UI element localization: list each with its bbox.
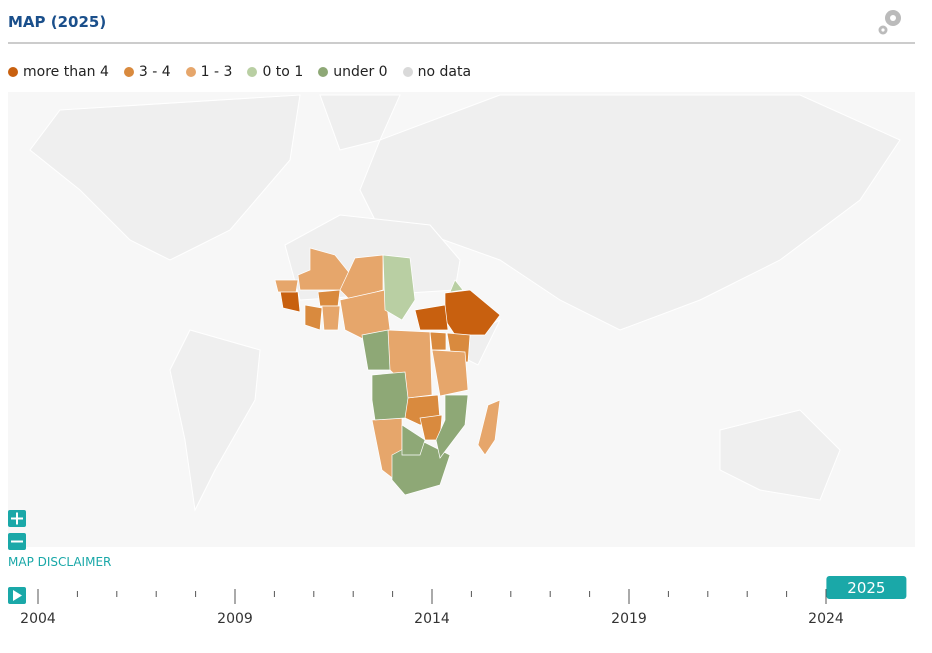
legend-label: 3 - 4: [138, 64, 171, 80]
country[interactable]: [477, 399, 501, 456]
legend-dot: [8, 67, 18, 77]
timeline-label[interactable]: 2009: [217, 611, 253, 627]
legend-dot: [123, 67, 134, 77]
legend-label: under 0: [333, 64, 388, 80]
legend-item[interactable]: more than 4: [8, 64, 109, 80]
timeline-label[interactable]: 2024: [808, 611, 844, 627]
country[interactable]: [414, 304, 449, 331]
legend-label: more than 4: [23, 64, 109, 80]
legend-dot: [185, 67, 196, 77]
title: MAP (2025): [8, 13, 106, 31]
country[interactable]: [361, 329, 391, 371]
country[interactable]: [297, 247, 356, 291]
country[interactable]: [371, 371, 409, 421]
legend: more than 4 3 - 4 1 - 3 0 to 1 under 0 no dat…: [8, 64, 486, 80]
country[interactable]: [321, 305, 341, 331]
timeline-label[interactable]: 2004: [20, 611, 56, 627]
legend-dot: [402, 67, 413, 77]
legend-item[interactable]: 0 to 1: [247, 64, 303, 80]
country[interactable]: [382, 254, 416, 321]
legend-item[interactable]: under 0: [318, 64, 388, 80]
timeline-label[interactable]: 2019: [611, 611, 647, 627]
legend-dot: [247, 67, 258, 77]
legend-item[interactable]: no data: [402, 64, 472, 80]
legend-label: no data: [417, 64, 472, 80]
world-land: [29, 94, 901, 512]
country[interactable]: [431, 349, 469, 397]
play-button[interactable]: [8, 587, 26, 604]
country[interactable]: [317, 289, 341, 307]
zoom-in[interactable]: [8, 510, 26, 527]
legend-label: 1 - 3: [200, 64, 233, 80]
timeline-label[interactable]: 2014: [414, 611, 450, 627]
country[interactable]: [435, 394, 469, 459]
country[interactable]: [274, 279, 299, 293]
country[interactable]: [449, 279, 464, 293]
legend-item[interactable]: 1 - 3: [185, 64, 233, 80]
map-disclaimer[interactable]: MAP DISCLAIMER: [8, 555, 111, 569]
country[interactable]: [401, 424, 426, 456]
legend-label: 0 to 1: [262, 64, 304, 80]
country[interactable]: [304, 304, 323, 331]
current-year: 2025: [847, 579, 885, 597]
settings-icon[interactable]: [878, 10, 902, 35]
countries: [274, 247, 501, 496]
zoom-out[interactable]: [8, 533, 26, 550]
legend-dot: [318, 67, 329, 77]
country[interactable]: [429, 331, 447, 351]
current-year-badge[interactable]: [826, 576, 907, 599]
legend-item[interactable]: 3 - 4: [123, 64, 171, 80]
